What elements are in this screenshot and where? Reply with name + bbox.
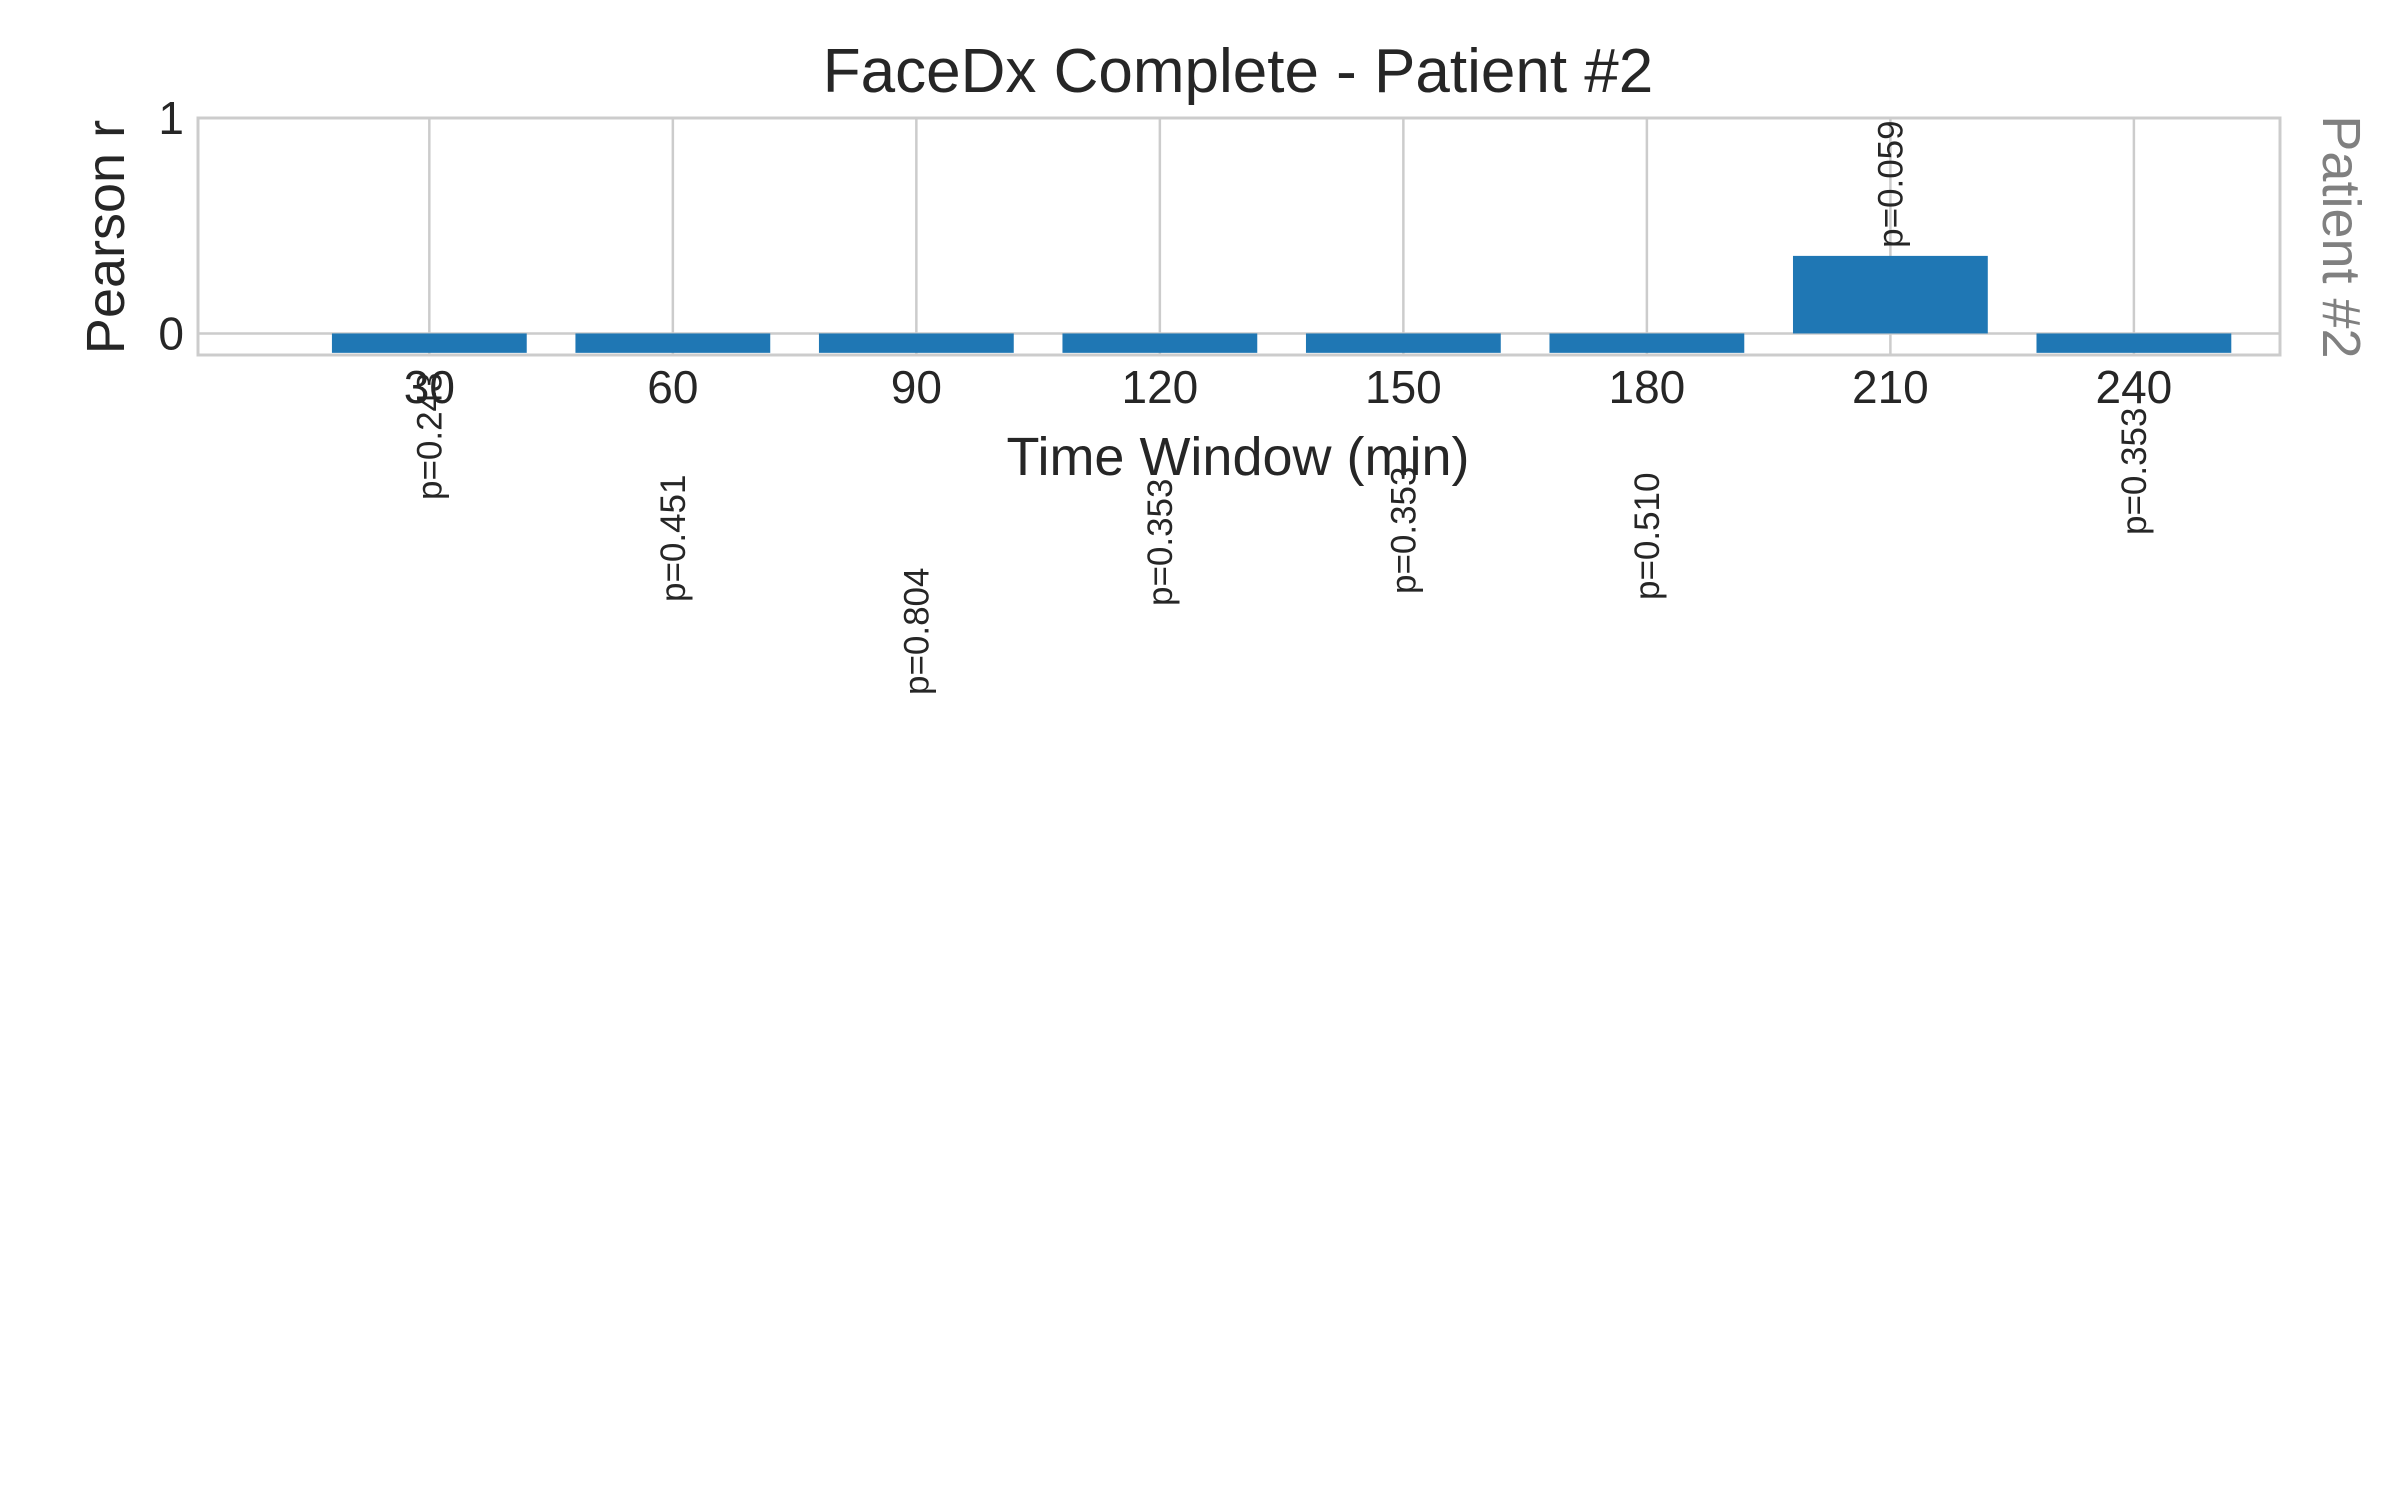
plot-frame — [196, 116, 2282, 357]
x-tick-label: 120 — [1121, 361, 1198, 413]
x-tick-label: 150 — [1365, 361, 1442, 413]
y-tick-label: 1 — [158, 92, 184, 144]
p-value-label: p=0.353 — [1384, 467, 1423, 595]
bar — [1305, 333, 1501, 353]
p-value-label: p=0.353 — [1141, 479, 1180, 607]
x-axis-label: Time Window (min) — [1006, 427, 1469, 487]
x-tick-label: 90 — [891, 361, 942, 413]
bar — [575, 333, 771, 353]
y-axis-ticks: 01 — [158, 92, 184, 359]
x-tick-label: 30 — [404, 361, 455, 413]
p-value-label: p=0.451 — [654, 475, 693, 603]
bar — [818, 333, 1014, 353]
p-value-label: p=0.353 — [2115, 408, 2154, 536]
chart-title: FaceDx Complete - Patient #2 — [823, 37, 1654, 106]
x-tick-label: 180 — [1609, 361, 1686, 413]
p-value-label: p=0.059 — [1871, 120, 1910, 248]
bar — [1792, 255, 1988, 334]
y-axis-label: Pearson r — [76, 120, 136, 354]
bars — [331, 255, 2232, 353]
p-value-label: p=0.510 — [1628, 473, 1667, 601]
x-tick-label: 210 — [1852, 361, 1929, 413]
x-tick-label: 240 — [2096, 361, 2173, 413]
y-tick-label: 0 — [158, 307, 184, 359]
bar — [1549, 333, 1745, 353]
bar — [1062, 333, 1258, 353]
x-axis-ticks: 30 60 90 120 150 180 210 240 — [404, 361, 2173, 413]
bar — [2036, 333, 2232, 353]
patient-side-label: Patient #2 — [2311, 115, 2371, 358]
p-value-annotations: p=0.243 p=0.451 p=0.804 p=0.353 p=0.353 p=0.5… — [410, 120, 2154, 695]
p-value-label: p=0.804 — [897, 568, 936, 696]
p-value-label: p=0.243 — [410, 373, 449, 501]
x-tick-label: 60 — [647, 361, 698, 413]
bar — [331, 333, 527, 353]
